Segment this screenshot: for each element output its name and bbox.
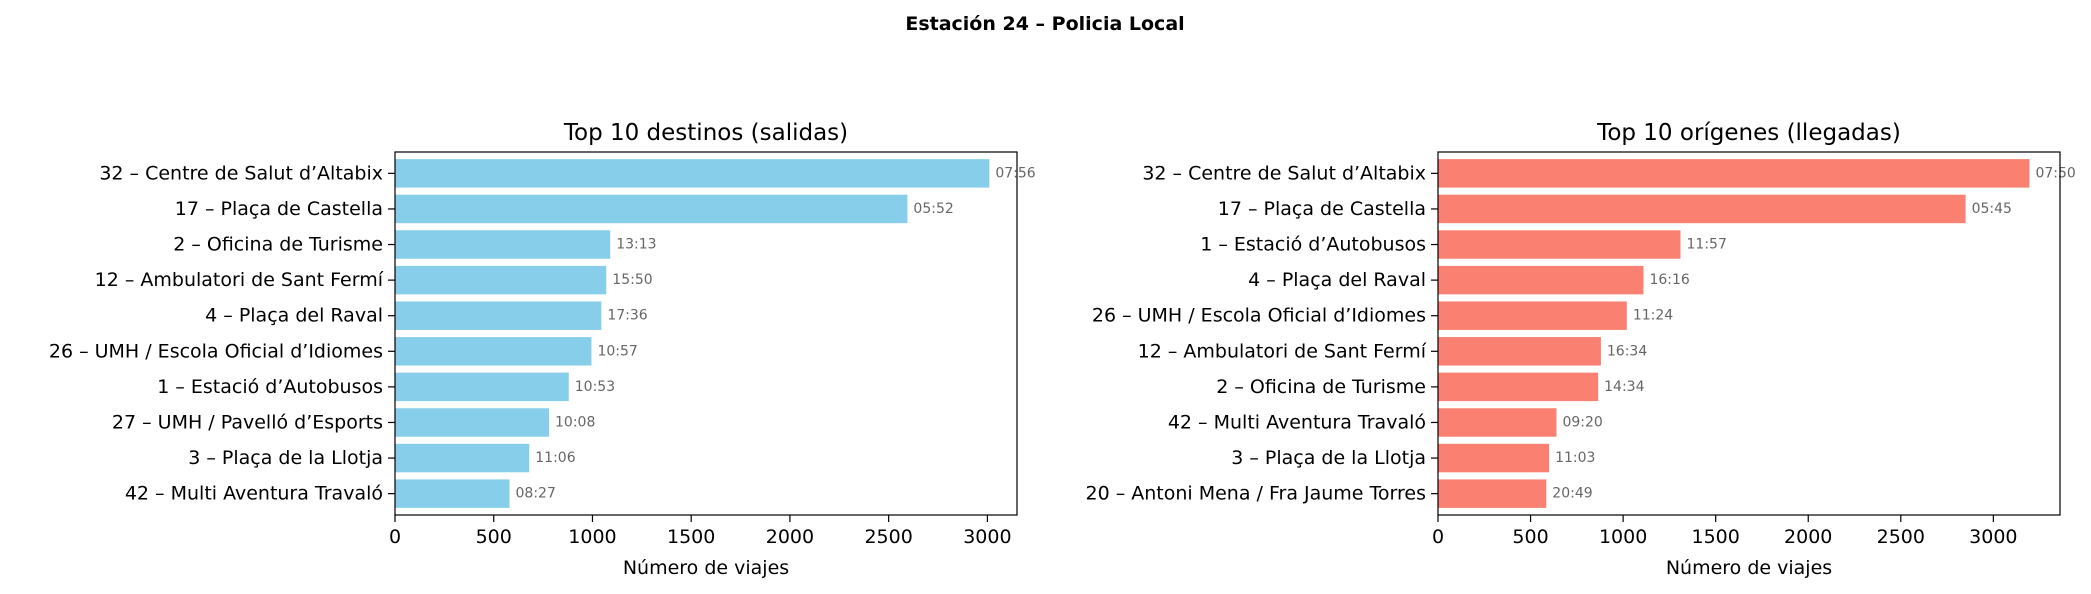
x-tick-label: 500	[1512, 526, 1548, 548]
y-tick-label: 17 – Plaça de Castella	[1218, 198, 1426, 220]
x-tick-label: 0	[389, 526, 401, 548]
x-axis-label: Número de viajes	[1666, 557, 1832, 579]
bar	[395, 265, 607, 295]
data-label: 11:06	[535, 450, 575, 466]
chart-title: Top 10 orígenes (llegadas)	[1596, 120, 1901, 146]
y-tick-label: 26 – UMH / Escola Oficial d’Idiomes	[1092, 305, 1426, 327]
data-label: 14:34	[1604, 379, 1644, 395]
figure-title: Estación 24 – Policia Local	[905, 13, 1184, 35]
x-tick-label: 3000	[963, 526, 1011, 548]
y-tick-label: 3 – Plaça de la Llotja	[1231, 447, 1426, 469]
data-label: 07:56	[995, 165, 1035, 181]
data-label: 17:36	[607, 308, 647, 324]
x-tick-label: 2000	[766, 526, 814, 548]
x-tick-label: 3000	[1969, 526, 2017, 548]
bar	[395, 408, 550, 437]
y-tick-label: 12 – Ambulatori de Sant Fermí	[1138, 340, 1427, 362]
axes-frame	[1437, 151, 2061, 516]
bar	[1438, 230, 1681, 259]
x-tick-label: 2000	[1784, 526, 1832, 548]
chart-destinos: Top 10 destinos (salidas) 32 – Centre de …	[49, 120, 1036, 579]
data-label: 13:13	[616, 237, 656, 253]
bar	[1438, 408, 1557, 437]
data-label: 05:45	[1972, 201, 2012, 217]
bar	[395, 194, 908, 224]
bar	[1438, 194, 1966, 224]
bar	[395, 337, 592, 366]
y-tick-label: 2 – Oficina de Turisme	[173, 234, 383, 256]
bar	[1438, 443, 1550, 473]
axes-frame	[394, 151, 1018, 516]
bar	[1438, 159, 2030, 188]
y-tick-label: 17 – Plaça de Castella	[175, 198, 383, 220]
x-tick-label: 1000	[568, 526, 616, 548]
bar	[1438, 301, 1627, 330]
y-tick-label: 32 – Centre de Salut d’Altabix	[99, 162, 383, 184]
bar	[1438, 265, 1644, 295]
y-tick-label: 12 – Ambulatori de Sant Fermí	[95, 269, 384, 291]
bar	[395, 230, 611, 259]
bar	[395, 159, 990, 188]
data-label: 10:08	[555, 414, 595, 430]
y-tick-label: 4 – Plaça del Raval	[205, 305, 383, 327]
data-label: 08:27	[516, 486, 556, 502]
data-label: 16:16	[1649, 272, 1689, 288]
x-tick-label: 500	[476, 526, 512, 548]
bar	[395, 301, 602, 330]
bar	[395, 372, 569, 402]
y-tick-label: 2 – Oficina de Turisme	[1216, 376, 1426, 398]
data-label: 16:34	[1607, 343, 1647, 359]
data-label: 11:24	[1633, 308, 1673, 324]
y-tick-label: 42 – Multi Aventura Travaló	[125, 483, 383, 505]
x-tick-label: 2500	[1877, 526, 1925, 548]
data-label: 15:50	[612, 272, 652, 288]
data-label: 20:49	[1552, 486, 1592, 502]
bar	[1438, 479, 1547, 508]
bar	[395, 443, 530, 473]
y-tick-label: 27 – UMH / Pavelló d’Esports	[112, 411, 383, 433]
data-label: 07:50	[2035, 165, 2075, 181]
data-label: 09:20	[1562, 414, 1602, 430]
y-tick-label: 20 – Antoni Mena / Fra Jaume Torres	[1085, 483, 1426, 505]
y-tick-label: 42 – Multi Aventura Travaló	[1168, 411, 1426, 433]
data-label: 11:03	[1555, 450, 1595, 466]
data-label: 05:52	[913, 201, 953, 217]
bar	[1438, 337, 1601, 366]
y-tick-label: 26 – UMH / Escola Oficial d’Idiomes	[49, 340, 383, 362]
bar	[1438, 372, 1599, 402]
chart-title: Top 10 destinos (salidas)	[563, 120, 848, 146]
x-axis-label: Número de viajes	[623, 557, 789, 579]
data-label: 11:57	[1687, 237, 1727, 253]
y-tick-label: 32 – Centre de Salut d’Altabix	[1142, 162, 1426, 184]
chart-origenes: Top 10 orígenes (llegadas) 32 – Centre de…	[1085, 120, 2075, 579]
y-tick-label: 1 – Estació d’Autobusos	[1200, 234, 1426, 256]
x-tick-label: 1500	[667, 526, 715, 548]
data-label: 10:53	[575, 379, 615, 395]
x-tick-label: 1500	[1691, 526, 1739, 548]
y-tick-label: 3 – Plaça de la Llotja	[188, 447, 383, 469]
y-tick-label: 4 – Plaça del Raval	[1248, 269, 1426, 291]
bar	[395, 479, 510, 508]
data-label: 10:57	[597, 343, 637, 359]
x-tick-label: 0	[1432, 526, 1444, 548]
y-tick-label: 1 – Estació d’Autobusos	[157, 376, 383, 398]
x-tick-label: 1000	[1599, 526, 1647, 548]
x-tick-label: 2500	[864, 526, 912, 548]
